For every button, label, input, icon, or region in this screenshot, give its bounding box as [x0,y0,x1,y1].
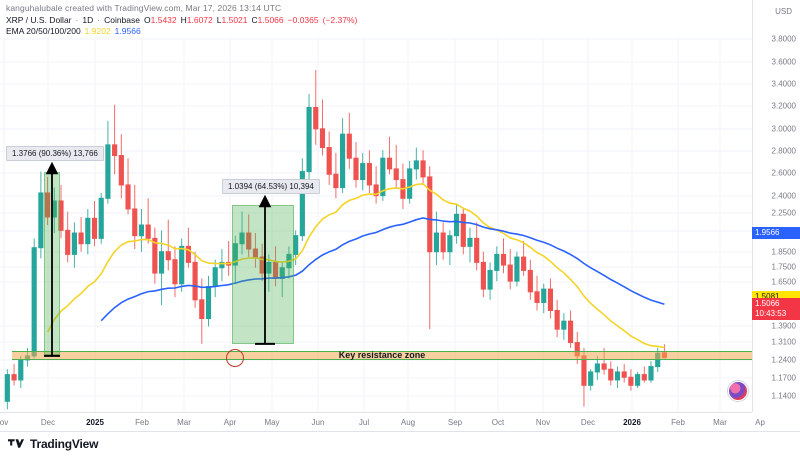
legend-symbol[interactable]: XRP / U.S. Dollar [6,15,72,25]
price-tick: 2.2500 [771,208,796,218]
price-chart-svg[interactable] [0,38,752,412]
time-tick: Ap [755,418,765,427]
price-tag-value: 1.5081 [755,292,780,301]
time-tick: Nov [535,418,551,427]
circle-marker[interactable] [226,349,244,368]
time-tick: Jul [358,418,370,427]
time-tick: Mar [713,418,727,427]
legend-low-value: 1.5021 [221,15,248,25]
ema-slow-line [100,217,665,322]
price-tag-countdown: 10:43:53 [755,309,787,318]
price-tick: 1.6500 [771,277,796,287]
price-tick: 2.6000 [771,168,796,178]
legend-change: −0.0365 [287,15,319,25]
price-tick: 1.7500 [771,262,796,272]
time-tick: Feb [135,418,149,427]
measure-arrow-2 [255,194,275,345]
price-tag-value: 1.9566 [755,228,780,237]
legend-close-value: 1.5066 [257,15,284,25]
author-badge-icon [728,381,748,401]
tradingview-logo-icon [8,438,25,448]
price-tag-value: 1.5066 [755,299,780,308]
time-tick: Dec [580,418,596,427]
chart-legend: XRP / U.S. Dollar · 1D · Coinbase O1.543… [6,15,357,37]
legend-change-percent: (−2.37%) [322,15,358,25]
price-tick: 1.3100 [771,337,796,347]
legend-ema-value-1: 1.9202 [84,26,111,36]
time-tick: ov [0,418,9,427]
price-tick: 3.4000 [771,79,796,89]
measure-arrow-1 [44,161,60,357]
price-tick: 3.8000 [771,34,796,44]
price-tick: 3.6000 [771,57,796,67]
legend-close: C1.5066 [252,15,284,26]
legend-interval[interactable]: 1D [82,15,94,25]
time-tick: May [264,418,280,427]
ema-fast-line [46,182,665,349]
time-tick: Apr [223,418,237,427]
measure-label-2: 1.0394 (64.53%) 10,394 [222,178,320,194]
price-axis[interactable]: USD 3.8000 3.6000 3.4000 3.2000 3.0000 2.8000… [752,0,800,412]
legend-ohlc: O1.5432 H1.6072 L1.5021 C1.5066 −0.0365 … [144,15,357,26]
legend-symbol-row[interactable]: XRP / U.S. Dollar · 1D · Coinbase O1.543… [6,15,357,26]
key-resistance-zone[interactable]: Key resistance zone [12,350,752,361]
legend-open: O1.5432 [144,15,177,26]
legend-high-key: H [180,15,187,25]
tradingview-logo-text: TradingView [30,437,99,451]
time-tick: Mar [177,418,191,427]
price-tick: 1.2400 [771,355,796,365]
price-tag-red[interactable]: 1.5066 10:43:53 [752,298,800,320]
time-tick: 2025 [86,418,104,427]
legend-low: L1.5021 [217,15,248,26]
legend-close-key: C [251,15,258,25]
legend-indicator-name[interactable]: EMA 20/50/100/200 [6,26,81,36]
legend-sep-1: · [75,15,79,25]
legend-sep-2: · [97,15,101,25]
time-tick: Oct [491,418,505,427]
price-tick: 1.1700 [771,373,796,383]
time-tick: 2026 [623,418,641,427]
legend-exchange[interactable]: Coinbase [104,15,140,25]
key-resistance-zone-label: Key resistance zone [338,350,426,361]
time-tick: Jun [311,418,325,427]
time-tick: Dec [40,418,56,427]
legend-high: H1.6072 [181,15,213,26]
footer-bar: TradingView [0,431,800,456]
time-axis[interactable]: ov Dec 2025 Feb Mar Apr May Jun Jul Aug Sep Oct Nov D… [0,412,765,431]
measure-label-1: 1.3766 (90.36%) 13,766 [6,145,104,161]
legend-high-value: 1.6072 [186,15,213,25]
candlestick-series [4,70,667,410]
price-tick: 2.8000 [771,146,796,156]
price-tick: 1.3900 [771,321,796,331]
price-axis-unit: USD [775,7,792,16]
price-tick: 3.2000 [771,101,796,111]
price-tag-blue[interactable]: 1.9566 [752,227,800,239]
legend-indicator-row[interactable]: EMA 20/50/100/200 1.9202 1.9566 [6,26,357,37]
legend-ema-value-2: 1.9566 [114,26,141,36]
legend-low-key: L [216,15,222,25]
time-tick: Feb [671,418,685,427]
price-tick: 1.8500 [771,247,796,257]
attribution-text: kanguhalubale created with TradingView.c… [6,3,282,13]
time-tick: Aug [400,418,416,427]
chart-gridlines [0,38,752,412]
legend-open-key: O [144,15,151,25]
chart-plot-area[interactable]: Key resistance zone 1.3766 (90.36%) 13,7… [0,38,752,412]
time-tick: Sep [447,418,463,427]
legend-open-value: 1.5432 [150,15,177,25]
price-tick: 3.0000 [771,124,796,134]
price-tick: 2.4000 [771,191,796,201]
tradingview-logo[interactable]: TradingView [8,437,98,451]
price-tick: 1.1400 [771,391,796,401]
measure-tool-2[interactable] [232,204,294,344]
